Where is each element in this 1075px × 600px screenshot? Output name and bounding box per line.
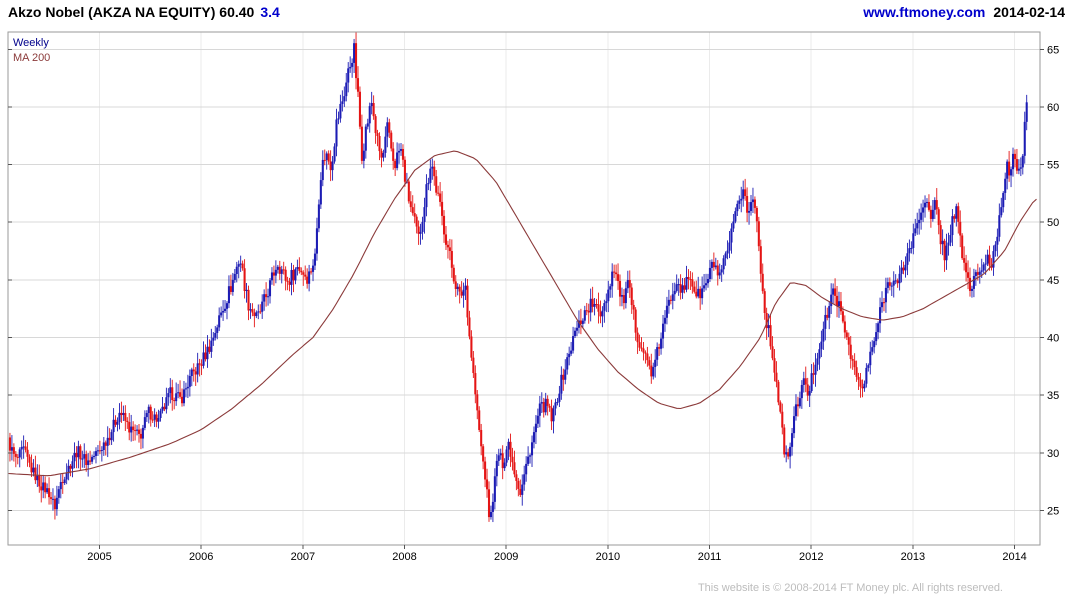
- svg-text:45: 45: [1047, 275, 1059, 287]
- legend-ma-label: MA 200: [13, 52, 51, 64]
- chart-header: Akzo Nobel (AKZA NA EQUITY) 60.40 3.4: [8, 4, 280, 20]
- svg-text:65: 65: [1047, 44, 1059, 56]
- svg-text:35: 35: [1047, 390, 1059, 402]
- svg-text:2008: 2008: [392, 551, 416, 563]
- ftmoney-link[interactable]: www.ftmoney.com: [863, 4, 986, 20]
- svg-text:2010: 2010: [596, 551, 620, 563]
- svg-text:2007: 2007: [291, 551, 315, 563]
- price-change: 3.4: [260, 4, 280, 20]
- copyright-text: This website is © 2008-2014 FT Money plc…: [697, 582, 1003, 594]
- svg-text:2014: 2014: [1002, 551, 1026, 563]
- svg-text:25: 25: [1047, 505, 1059, 517]
- legend-weekly-label: Weekly: [13, 37, 49, 49]
- svg-text:60: 60: [1047, 102, 1059, 114]
- svg-text:30: 30: [1047, 448, 1059, 460]
- date-label: 2014-02-14: [993, 4, 1065, 20]
- svg-text:2005: 2005: [87, 551, 111, 563]
- svg-text:2013: 2013: [901, 551, 925, 563]
- svg-text:2011: 2011: [698, 551, 722, 563]
- svg-text:50: 50: [1047, 217, 1059, 229]
- page-title: Akzo Nobel (AKZA NA EQUITY) 60.40: [8, 4, 255, 20]
- svg-text:40: 40: [1047, 332, 1059, 344]
- svg-text:55: 55: [1047, 160, 1059, 172]
- svg-text:2012: 2012: [799, 551, 823, 563]
- svg-text:2009: 2009: [494, 551, 518, 563]
- svg-text:2006: 2006: [189, 551, 213, 563]
- header-right: www.ftmoney.com 2014-02-14: [863, 4, 1065, 20]
